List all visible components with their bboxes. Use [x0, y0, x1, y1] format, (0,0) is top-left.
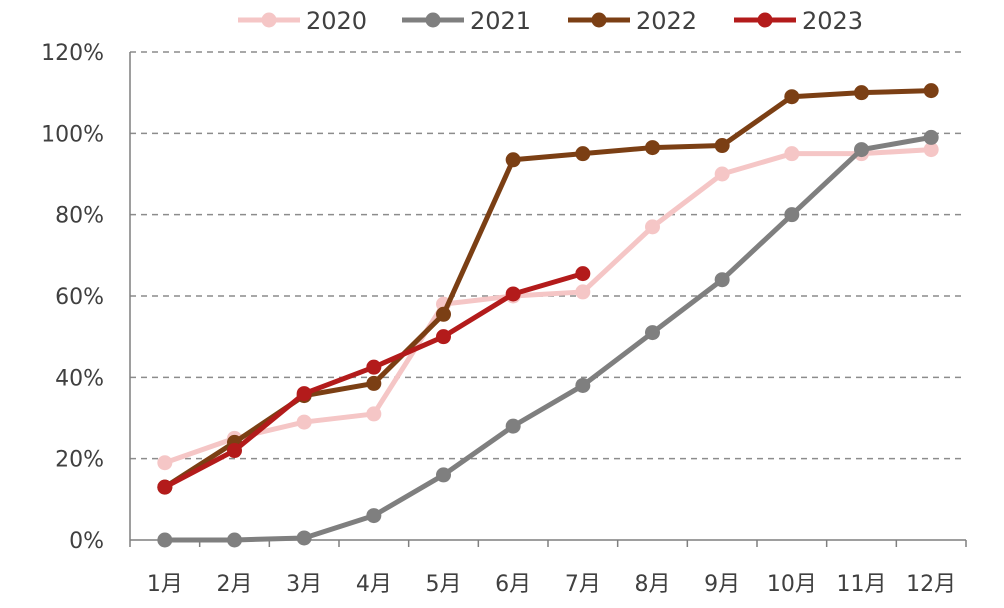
legend-label: 2020: [306, 7, 367, 35]
x-tick-label: 1月: [147, 572, 183, 597]
legend-label: 2023: [802, 7, 863, 35]
series-2020-point: [296, 414, 312, 430]
x-tick-label: 3月: [286, 572, 322, 597]
series-2020-point: [157, 455, 173, 471]
x-tick-label: 9月: [704, 572, 740, 597]
series-2022-point: [505, 152, 521, 168]
series-2021-point: [296, 530, 312, 546]
y-tick-label: 20%: [55, 448, 104, 473]
x-tick-label: 5月: [426, 572, 462, 597]
legend-label: 2022: [636, 7, 697, 35]
series-2022-point: [645, 140, 660, 156]
series-2020-point: [923, 142, 939, 158]
series-2023-point: [366, 359, 382, 375]
legend-marker: [261, 12, 277, 28]
legend-item-2020: 2020: [238, 7, 367, 35]
y-tick-label: 40%: [55, 366, 104, 391]
legend-marker: [425, 12, 441, 28]
series-2023-point: [436, 329, 451, 345]
series-2021-point: [157, 532, 173, 548]
series-2023: [157, 266, 591, 495]
x-tick-label: 8月: [635, 572, 671, 597]
series-2021-point: [366, 508, 382, 524]
series-2020-point: [645, 219, 660, 235]
series-2023-point: [575, 266, 591, 282]
y-tick-label: 100%: [41, 122, 104, 147]
x-tick-label: 11月: [837, 572, 887, 597]
y-tick-label: 80%: [55, 204, 104, 229]
legend: 2020 2021 2022 2023: [238, 7, 863, 35]
y-tick-label: 0%: [69, 529, 104, 554]
series-2023-point: [296, 386, 312, 402]
series-2022-point: [714, 138, 730, 154]
series-2023-point: [157, 479, 173, 495]
series-2023-point: [227, 443, 242, 459]
series-2021-point: [575, 377, 591, 393]
series-2020-point: [575, 284, 591, 300]
series-2021: [157, 129, 939, 548]
legend-item-2023: 2023: [734, 7, 863, 35]
series-2020-point: [784, 146, 800, 162]
series-2021-point: [784, 207, 800, 223]
series-2021-point: [645, 325, 660, 341]
series-2022-point: [854, 85, 869, 101]
series-2021-point: [227, 532, 242, 548]
y-tick-label: 120%: [41, 41, 104, 66]
series-lines: [157, 83, 939, 548]
gridlines: [130, 51, 966, 460]
series-2021-point: [854, 142, 869, 158]
x-tick-label: 12月: [906, 572, 956, 597]
series-2021-point: [505, 418, 521, 434]
series-2022-point: [366, 375, 382, 391]
legend-marker: [591, 12, 607, 28]
x-tick-label: 7月: [565, 572, 601, 597]
series-2021-point: [436, 467, 451, 483]
axes: 0% 20% 40% 60% 80% 100% 120% 1月 2月 3月 4月 5月 6月 7月 8月 9月…: [41, 41, 967, 597]
series-2022-point: [575, 146, 591, 162]
legend-item-2021: 2021: [402, 7, 531, 35]
series-2020-point: [366, 406, 382, 422]
x-tick-label: 6月: [495, 572, 531, 597]
series-2022-point: [923, 83, 939, 99]
series-2021-point: [714, 272, 730, 288]
series-2021-line: [162, 134, 934, 543]
series-2023-point: [505, 286, 521, 302]
series-2021-point: [923, 129, 939, 145]
legend-item-2022: 2022: [568, 7, 697, 35]
series-2020-line: [162, 147, 934, 466]
x-tick-label: 2月: [217, 572, 253, 597]
legend-marker: [757, 12, 773, 28]
series-2020-point: [714, 166, 730, 182]
series-2022-point: [436, 306, 451, 322]
x-tick-label: 10月: [767, 572, 817, 597]
legend-label: 2021: [470, 7, 531, 35]
series-2022-point: [784, 89, 800, 105]
y-tick-label: 60%: [55, 285, 104, 310]
series-2022: [157, 83, 939, 495]
x-tick-label: 4月: [356, 572, 392, 597]
